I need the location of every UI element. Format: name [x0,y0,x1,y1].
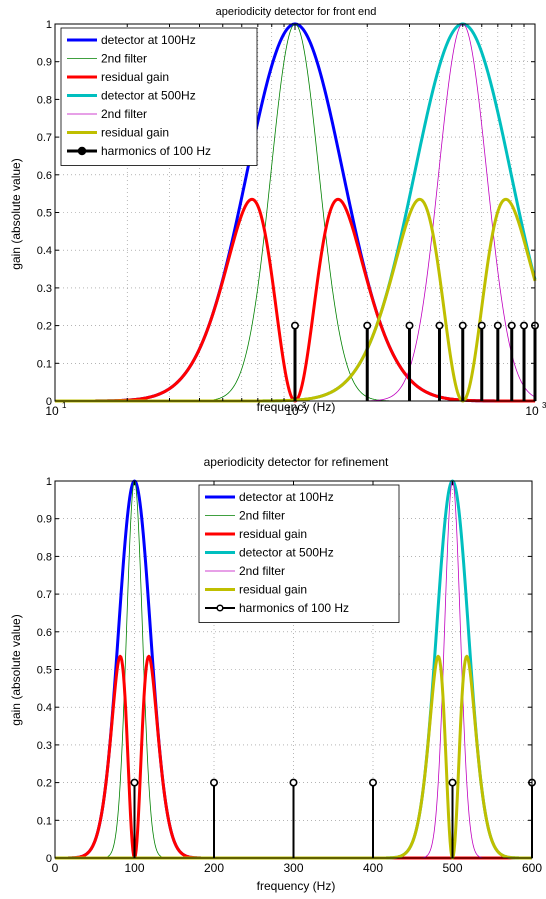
y-tick-label: 0.2 [37,778,52,790]
chart-title: aperiodicity detector for front end [216,6,377,18]
y-tick-label: 0.9 [37,57,52,69]
y-tick-label: 0.3 [37,740,52,752]
legend-label: detector at 100Hz [101,33,196,47]
y-tick-label: 0.5 [37,665,52,677]
harmonic-marker [493,321,502,330]
x-tick-label: 300 [283,861,303,875]
y-tick-label: 0.4 [37,702,52,714]
y-tick-label: 1 [46,19,52,31]
x-axis-label: frequency (Hz) [257,400,336,414]
x-tick-exponent: 1 [62,401,67,410]
y-tick-label: 0.7 [37,589,52,601]
x-tick-exponent: 3 [542,401,546,410]
legend-label: residual gain [239,527,307,541]
harmonic-marker [289,778,298,787]
legend-label: 2nd filter [101,107,147,121]
harmonic-marker [368,778,377,787]
x-tick-label: 10 [285,404,299,418]
x-tick-label: 0 [52,861,59,875]
y-tick-label: 0.6 [37,170,52,182]
legend-label: residual gain [101,126,169,140]
legend-label: detector at 500Hz [239,546,334,560]
legend-label: 2nd filter [239,509,285,523]
harmonic-marker [405,321,414,330]
x-tick-label: 10 [45,404,59,418]
y-axis-label: gain (absolute value) [9,158,23,269]
y-tick-label: 1 [46,476,52,488]
x-tick-exponent: 2 [302,401,307,410]
harmonic-marker [477,321,486,330]
harmonic-marker [130,778,139,787]
legend-label: harmonics of 100 Hz [101,144,211,158]
legend-label: 2nd filter [239,564,285,578]
y-tick-label: 0.4 [37,245,52,257]
x-tick-label: 600 [522,861,542,875]
y-tick-label: 0.1 [37,358,52,370]
y-tick-label: 0.7 [37,132,52,144]
legend-label: harmonics of 100 Hz [239,601,349,615]
y-tick-label: 0 [46,396,52,408]
legend-label: residual gain [239,583,307,597]
harmonic-marker [458,321,467,330]
x-tick-label: 400 [363,861,383,875]
y-tick-label: 0.9 [37,514,52,526]
x-tick-label: 100 [124,861,144,875]
legend-label: detector at 100Hz [239,490,334,504]
y-tick-label: 0 [46,853,52,865]
x-tick-label: 10 [525,404,539,418]
y-tick-label: 0.2 [37,321,52,333]
y-tick-label: 0.3 [37,283,52,295]
harmonic-marker [520,321,529,330]
legend-marker [216,604,224,612]
y-tick-label: 0.1 [37,815,52,827]
y-tick-label: 0.8 [37,94,52,106]
y-tick-label: 0.8 [37,551,52,563]
y-tick-label: 0.6 [37,627,52,639]
x-tick-label: 200 [204,861,224,875]
legend-label: residual gain [101,70,169,84]
legend-marker [77,146,87,156]
chart-refinement: aperiodicity detector for refinement gai… [9,455,542,893]
legend-label: detector at 500Hz [101,89,196,103]
chart-title: aperiodicity detector for refinement [204,455,389,469]
x-axis-label: frequency (Hz) [257,879,336,893]
harmonic-marker [363,321,372,330]
harmonic-marker [290,321,299,330]
harmonic-marker [435,321,444,330]
harmonic-marker [210,778,219,787]
y-tick-label: 0.5 [37,208,52,220]
x-tick-label: 500 [442,861,462,875]
harmonic-marker [507,321,516,330]
legend-label: 2nd filter [101,52,147,66]
y-axis-label: gain (absolute value) [9,614,23,725]
chart-front-end: aperiodicity detector for front end gain… [9,6,546,418]
harmonic-marker [448,778,457,787]
